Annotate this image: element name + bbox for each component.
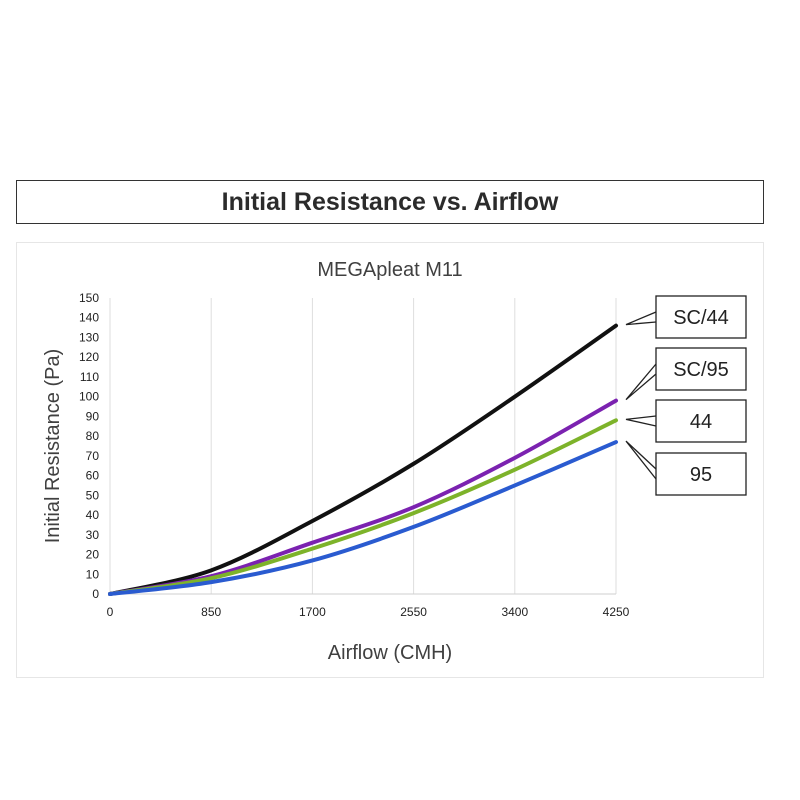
y-tick-label: 150 xyxy=(79,291,99,305)
callout-44: 44 xyxy=(625,399,747,443)
series-line-44 xyxy=(108,418,618,596)
x-tick-label: 4250 xyxy=(603,605,630,619)
y-tick-label: 50 xyxy=(86,488,100,502)
x-tick-label: 2550 xyxy=(400,605,427,619)
callout-sc-95: SC/95 xyxy=(625,347,747,401)
callout-label: 44 xyxy=(690,411,712,433)
callout-pointer xyxy=(625,363,657,401)
y-axis-label: Initial Resistance (Pa) xyxy=(42,349,64,544)
x-axis-ticks: 0 850 1700 2550 3400 4250 xyxy=(107,605,630,619)
y-tick-label: 80 xyxy=(86,429,100,443)
y-tick-label: 20 xyxy=(86,548,100,562)
x-tick-label: 1700 xyxy=(299,605,326,619)
callout-box xyxy=(655,295,747,339)
callout-box xyxy=(655,452,747,496)
x-tick-label: 850 xyxy=(201,605,221,619)
y-tick-label: 130 xyxy=(79,330,99,344)
series-line-95 xyxy=(108,440,618,596)
y-tick-label: 120 xyxy=(79,350,99,364)
chart-panel xyxy=(16,242,764,678)
y-tick-label: 40 xyxy=(86,508,100,522)
y-axis-ticks: 0 10 20 30 40 50 60 70 80 90 100 110 120 130 140 150 xyxy=(79,291,99,601)
y-tick-label: 90 xyxy=(86,409,100,423)
series-line-sc-44 xyxy=(108,323,618,596)
x-tick-label: 3400 xyxy=(501,605,528,619)
grid-lines xyxy=(109,298,617,595)
callout-pointer xyxy=(625,311,657,326)
callout-box xyxy=(655,347,747,391)
chart-title: MEGApleat M11 xyxy=(317,259,462,281)
y-tick-label: 0 xyxy=(92,587,99,601)
callout-label: 95 xyxy=(690,464,712,486)
y-tick-label: 30 xyxy=(86,528,100,542)
y-tick-label: 60 xyxy=(86,469,100,483)
y-tick-label: 70 xyxy=(86,449,100,463)
x-tick-label: 0 xyxy=(107,605,114,619)
callout-95: 95 xyxy=(625,440,747,496)
callout-label: SC/44 xyxy=(673,307,729,329)
callout-box xyxy=(655,399,747,443)
callout-pointer xyxy=(625,415,657,427)
y-tick-label: 140 xyxy=(79,311,99,325)
series-callouts: SC/44 SC/95 44 95 xyxy=(625,295,747,496)
y-tick-label: 110 xyxy=(80,370,99,384)
y-tick-label: 10 xyxy=(86,567,100,581)
x-axis-label: Airflow (CMH) xyxy=(328,642,452,664)
y-tick-label: 100 xyxy=(79,390,99,404)
series-lines xyxy=(108,323,618,596)
callout-sc-44: SC/44 xyxy=(625,295,747,339)
callout-label: SC/95 xyxy=(673,359,729,381)
series-line-sc-95 xyxy=(108,398,618,596)
chart-banner-title: Initial Resistance vs. Airflow xyxy=(16,180,764,224)
callout-pointer xyxy=(625,440,657,480)
